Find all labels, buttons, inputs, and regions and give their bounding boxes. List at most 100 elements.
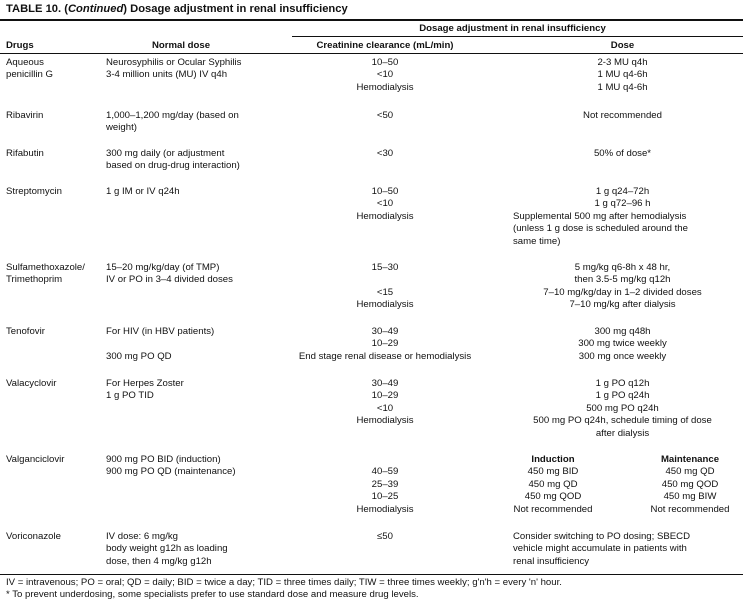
header-dose: Dose xyxy=(610,40,635,51)
dose-note: Consider switching to PO dosing; SBECD ve… xyxy=(505,531,740,568)
creatinine-clearance: 30–49 10–29 End stage renal disease or hem… xyxy=(285,326,485,363)
header-rule xyxy=(0,53,743,54)
normal-dose: For HIV (in HBV patients) 300 mg PO QD xyxy=(106,326,214,363)
header-drugs: Drugs xyxy=(6,40,34,51)
normal-dose-line: IV dose: 6 mg/kg xyxy=(106,531,178,542)
dose-note-line: renal insufficiency xyxy=(513,555,590,567)
maintenance-dose-line: 450 mg QOD xyxy=(661,478,719,490)
creatinine-clearance-line: ≤50 xyxy=(377,531,393,542)
induction-dose-line: 450 mg QOD xyxy=(524,491,582,503)
normal-dose-line: 1 g IM or IV q24h xyxy=(106,186,180,197)
drug-name-line: Ribavirin xyxy=(6,110,44,121)
creatinine-clearance-line: Hemodialysis xyxy=(356,210,414,222)
creatinine-clearance-line: <10 xyxy=(376,402,394,414)
creatinine-clearance-line: 30–49 xyxy=(371,326,399,337)
dose-line: 300 mg twice weekly xyxy=(578,338,667,350)
dose: 1 g PO q12h 1 g PO q24h 500 mg PO q24h 500 … xyxy=(505,378,740,440)
dose: 2-3 MU q4h 1 MU q4-6h 1 MU q4-6h xyxy=(505,57,740,94)
normal-dose-line: 900 mg PO QD (maintenance) xyxy=(106,466,236,478)
normal-dose-line: Neurosyphilis or Ocular Syphilis xyxy=(106,57,242,68)
dose-line: 300 mg q48h xyxy=(594,326,651,337)
induction-dose-line: Not recommended xyxy=(513,503,593,515)
creatinine-clearance-line: <10 xyxy=(376,69,394,81)
normal-dose-line xyxy=(106,338,214,350)
dose-line: 1 g q24–72h xyxy=(595,186,650,197)
dose-line: 50% of dose* xyxy=(593,148,652,159)
normal-dose: 1,000–1,200 mg/day (based on weight) xyxy=(106,110,239,135)
dose-line: 500 mg PO q24h xyxy=(586,402,659,414)
normal-dose: 900 mg PO BID (induction) 900 mg PO QD (m… xyxy=(106,454,236,479)
drug-name: Streptomycin xyxy=(6,186,62,198)
normal-dose-line: 3-4 million units (MU) IV q4h xyxy=(106,69,228,81)
creatinine-clearance-line: <10 xyxy=(376,198,394,210)
maintenance-dose-line: Not recommended xyxy=(650,503,730,515)
dose-line: 1 g PO q12h xyxy=(595,378,650,389)
title-text: Dosage adjustment in renal insufficiency xyxy=(130,3,348,15)
creatinine-clearance-line: <50 xyxy=(376,110,394,121)
creatinine-clearance-line: Hemodialysis xyxy=(356,299,414,311)
drug-name: Ribavirin xyxy=(6,110,43,122)
maintenance-dose-line: 450 mg BIW xyxy=(663,491,717,503)
creatinine-clearance-line: 10–50 xyxy=(371,57,399,68)
drug-name-line: Sulfamethoxazole/ xyxy=(6,262,85,273)
drug-name-line: Trimethoprim xyxy=(6,274,63,286)
dose: 5 mg/kg q6-8h x 48 hr, then 3.5-5 mg/kg q… xyxy=(505,262,740,312)
title-continued: Continued xyxy=(67,3,124,15)
dose-line: 2-3 MU q4h xyxy=(597,57,648,68)
normal-dose-line: 15–20 mg/kg/day (of TMP) xyxy=(106,262,220,273)
normal-dose-line: based on drug-drug interaction) xyxy=(106,160,240,172)
drug-name-line: Tenofovir xyxy=(6,326,45,337)
induction-header: Induction xyxy=(531,454,575,465)
creatinine-clearance: 10–50 <10 Hemodialysis xyxy=(285,57,485,94)
normal-dose-line: 1,000–1,200 mg/day (based on xyxy=(106,110,239,121)
creatinine-clearance: 40–59 25–39 10–25 Hemodialysis xyxy=(285,454,485,516)
dose-line: 7–10 mg/kg after dialysis xyxy=(569,299,676,311)
footnote-abbreviations: IV = intravenous; PO = oral; QD = daily;… xyxy=(6,577,562,588)
creatinine-clearance: 30–49 10–29 <10 Hemodialysis xyxy=(285,378,485,428)
creatinine-clearance-line: 15–30 xyxy=(371,262,399,273)
dose-note-line: Consider switching to PO dosing; SBECD xyxy=(513,531,691,542)
normal-dose: 1 g IM or IV q24h xyxy=(106,186,180,198)
drug-name-line: Streptomycin xyxy=(6,186,62,197)
creatinine-clearance-line: Hemodialysis xyxy=(356,81,414,93)
creatinine-clearance: 15–30 <15 Hemodialysis xyxy=(285,262,485,312)
dose-line: 300 mg once weekly xyxy=(578,350,667,362)
dose: 300 mg q48h 300 mg twice weekly 300 mg onc… xyxy=(505,326,740,363)
group-rule xyxy=(292,36,743,37)
maintenance-header: Maintenance xyxy=(660,454,720,465)
creatinine-clearance-line: 10–25 xyxy=(371,491,399,503)
dose-line: 1 g q72–96 h xyxy=(594,198,651,210)
dose: 50% of dose* xyxy=(505,148,740,160)
dose: Consider switching to PO dosing; SBECD ve… xyxy=(505,531,740,568)
normal-dose-line: For HIV (in HBV patients) xyxy=(106,326,215,337)
drug-name: Sulfamethoxazole/Trimethoprim xyxy=(6,262,85,287)
creatinine-clearance-line xyxy=(285,454,485,466)
dose: 1 g q24–72h 1 g q72–96 h Supplemental 500 … xyxy=(505,186,740,248)
dose-line: after dialysis xyxy=(595,427,650,439)
dose-line: 7–10 mg/kg/day in 1–2 divided doses xyxy=(543,286,702,298)
creatinine-clearance-line: Hemodialysis xyxy=(356,415,414,427)
drug-name-line: Valacyclovir xyxy=(6,378,57,389)
creatinine-clearance-line: 10–50 xyxy=(371,186,399,197)
dose-line: Not recommended xyxy=(583,110,662,121)
dose-note-line: same time) xyxy=(513,235,561,247)
induction-dose: Induction 450 mg BID 450 mg QD 450 mg QOD No… xyxy=(495,454,611,516)
drug-name: Valganciclovir xyxy=(6,454,64,466)
dose-line: 1 g PO q24h xyxy=(595,390,650,402)
dose-note-line: vehicle might accumulate in patients wit… xyxy=(513,543,687,555)
drug-name-line: penicillin G xyxy=(6,69,53,81)
normal-dose: 300 mg daily (or adjustment based on drug… xyxy=(106,148,240,173)
induction-dose-line: 450 mg QD xyxy=(528,478,578,490)
drug-name-line: Valganciclovir xyxy=(6,454,65,465)
header-group: Dosage adjustment in renal insufficiency xyxy=(419,23,606,34)
normal-dose: IV dose: 6 mg/kg body weight g12h as load… xyxy=(106,531,228,568)
creatinine-clearance-line: End stage renal disease or hemodialysis xyxy=(298,350,472,362)
creatinine-clearance-line: 40–59 xyxy=(371,466,399,478)
creatinine-clearance-line: 25–39 xyxy=(371,478,399,490)
induction-dose-line: 450 mg BID xyxy=(527,466,579,478)
creatinine-clearance-line: 10–29 xyxy=(371,390,399,402)
creatinine-clearance: <50 xyxy=(285,110,485,122)
normal-dose-line: weight) xyxy=(106,122,137,134)
drug-name: Voriconazole xyxy=(6,531,61,543)
drug-name-line: Rifabutin xyxy=(6,148,44,159)
